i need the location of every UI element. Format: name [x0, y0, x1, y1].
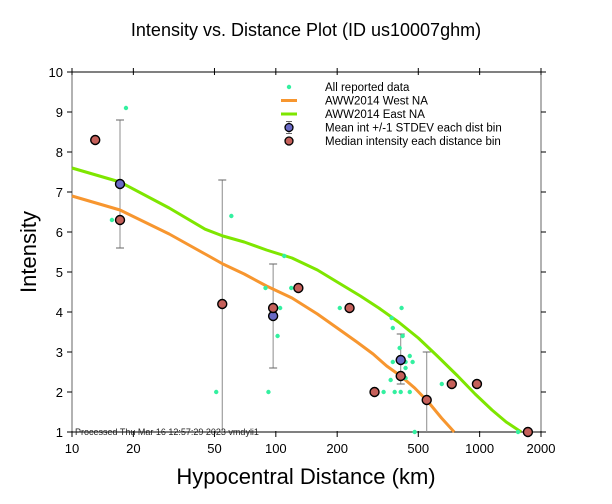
- x-tick-label: 200: [326, 441, 348, 456]
- legend-label: AWW2014 East NA: [325, 109, 425, 121]
- x-tick-label: 50: [207, 441, 221, 456]
- legend: All reported data AWW2014 West NAAWW2014 …: [281, 82, 502, 148]
- plot-frame: [71, 71, 542, 433]
- reported-data-point: [229, 213, 234, 219]
- x-tick-label: 20: [126, 441, 140, 456]
- mean-intensity-marker: [395, 354, 406, 366]
- reported-data-point: [439, 381, 444, 387]
- reported-data-point: [266, 389, 271, 395]
- y-axis-label: Intensity: [16, 211, 41, 293]
- chart-title: Intensity vs. Distance Plot (ID us10007g…: [131, 20, 481, 40]
- x-tick-label: 500: [407, 441, 429, 456]
- reported-data-point: [381, 389, 386, 395]
- y-tick-label: 8: [56, 145, 63, 160]
- reported-data-point: [389, 315, 394, 321]
- reported-data-point: [400, 333, 405, 339]
- reported-data-point: [123, 105, 129, 111]
- y-tick-label: 9: [56, 105, 63, 120]
- legend-symbol-mean: [284, 122, 294, 133]
- processed-annotation: Processed Thu Mar 16 12:57:29 2023 vmdyl…: [75, 427, 259, 437]
- x-axis-ticks: 10 20 50 100 200 500 1000 2000: [65, 68, 556, 456]
- reported-data-point: [275, 333, 280, 339]
- reported-data-point: [263, 285, 268, 291]
- reported-data-point: [410, 359, 415, 365]
- reported-data-point: [390, 325, 396, 331]
- reported-data-point: [214, 389, 219, 395]
- median-intensity-marker: [395, 370, 406, 382]
- reported-data-point: [390, 359, 396, 365]
- aww2014-east-na-line: [71, 166, 523, 434]
- reported-data-point: [397, 345, 402, 351]
- y-tick-label: 6: [56, 225, 63, 240]
- x-tick-label: 10: [65, 441, 79, 456]
- reported-data-point: [282, 253, 287, 259]
- y-tick-label: 5: [56, 265, 63, 280]
- legend-label: AWW2014 West NA: [325, 96, 428, 108]
- median-intensity-marker: [522, 426, 534, 438]
- y-tick-label: 1: [56, 425, 63, 440]
- legend-symbol-reported: [286, 84, 292, 90]
- reported-data-point: [109, 217, 115, 223]
- median-intensity-marker: [421, 394, 432, 406]
- legend-label: Median intensity each distance bin: [325, 136, 501, 148]
- reported-data-point: [337, 305, 342, 311]
- reported-data-point: [403, 365, 408, 371]
- x-tick-label: 100: [265, 441, 287, 456]
- legend-symbol-median: [284, 136, 294, 146]
- reported-data-point: [407, 353, 412, 359]
- y-tick-label: 3: [56, 345, 63, 360]
- y-tick-label: 10: [49, 65, 63, 80]
- y-tick-label: 4: [56, 305, 63, 320]
- median-intensity-marker: [344, 302, 355, 314]
- reported-data-point: [412, 429, 417, 435]
- median-intensity-marker: [217, 298, 228, 310]
- reported-data-point: [399, 305, 404, 311]
- reported-data-point: [388, 377, 393, 383]
- legend-label: All reported data: [325, 82, 410, 94]
- aww2014-west-na-line: [71, 194, 456, 434]
- median-intensity-marker: [90, 134, 101, 146]
- median-intensity-marker: [471, 378, 483, 390]
- reported-data-point: [398, 389, 403, 395]
- median-intensity-marker: [267, 302, 279, 314]
- x-tick-label: 2000: [527, 441, 556, 456]
- reported-data-point: [392, 389, 397, 395]
- reported-data-point: [277, 305, 283, 311]
- x-tick-label: 1000: [465, 441, 494, 456]
- y-tick-label: 7: [56, 185, 63, 200]
- median-intensity-marker: [114, 214, 126, 226]
- reported-data-point: [515, 429, 521, 435]
- reported-data-point: [407, 389, 412, 395]
- median-intensity-marker: [446, 378, 457, 390]
- series-layer: [71, 105, 534, 438]
- legend-label: Mean int +/-1 STDEV each dist bin: [325, 123, 502, 135]
- median-intensity-marker: [369, 386, 380, 398]
- y-tick-label: 2: [56, 385, 63, 400]
- reported-data-point: [289, 285, 294, 291]
- x-axis-label: Hypocentral Distance (km): [176, 464, 435, 489]
- y-axis-ticks: 1 2 3 4 5 6 7 8 9 10: [49, 65, 546, 440]
- mean-intensity-marker: [114, 178, 126, 190]
- median-intensity-marker: [293, 282, 304, 294]
